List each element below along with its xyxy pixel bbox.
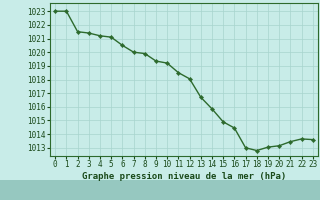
X-axis label: Graphe pression niveau de la mer (hPa): Graphe pression niveau de la mer (hPa)	[82, 172, 286, 181]
